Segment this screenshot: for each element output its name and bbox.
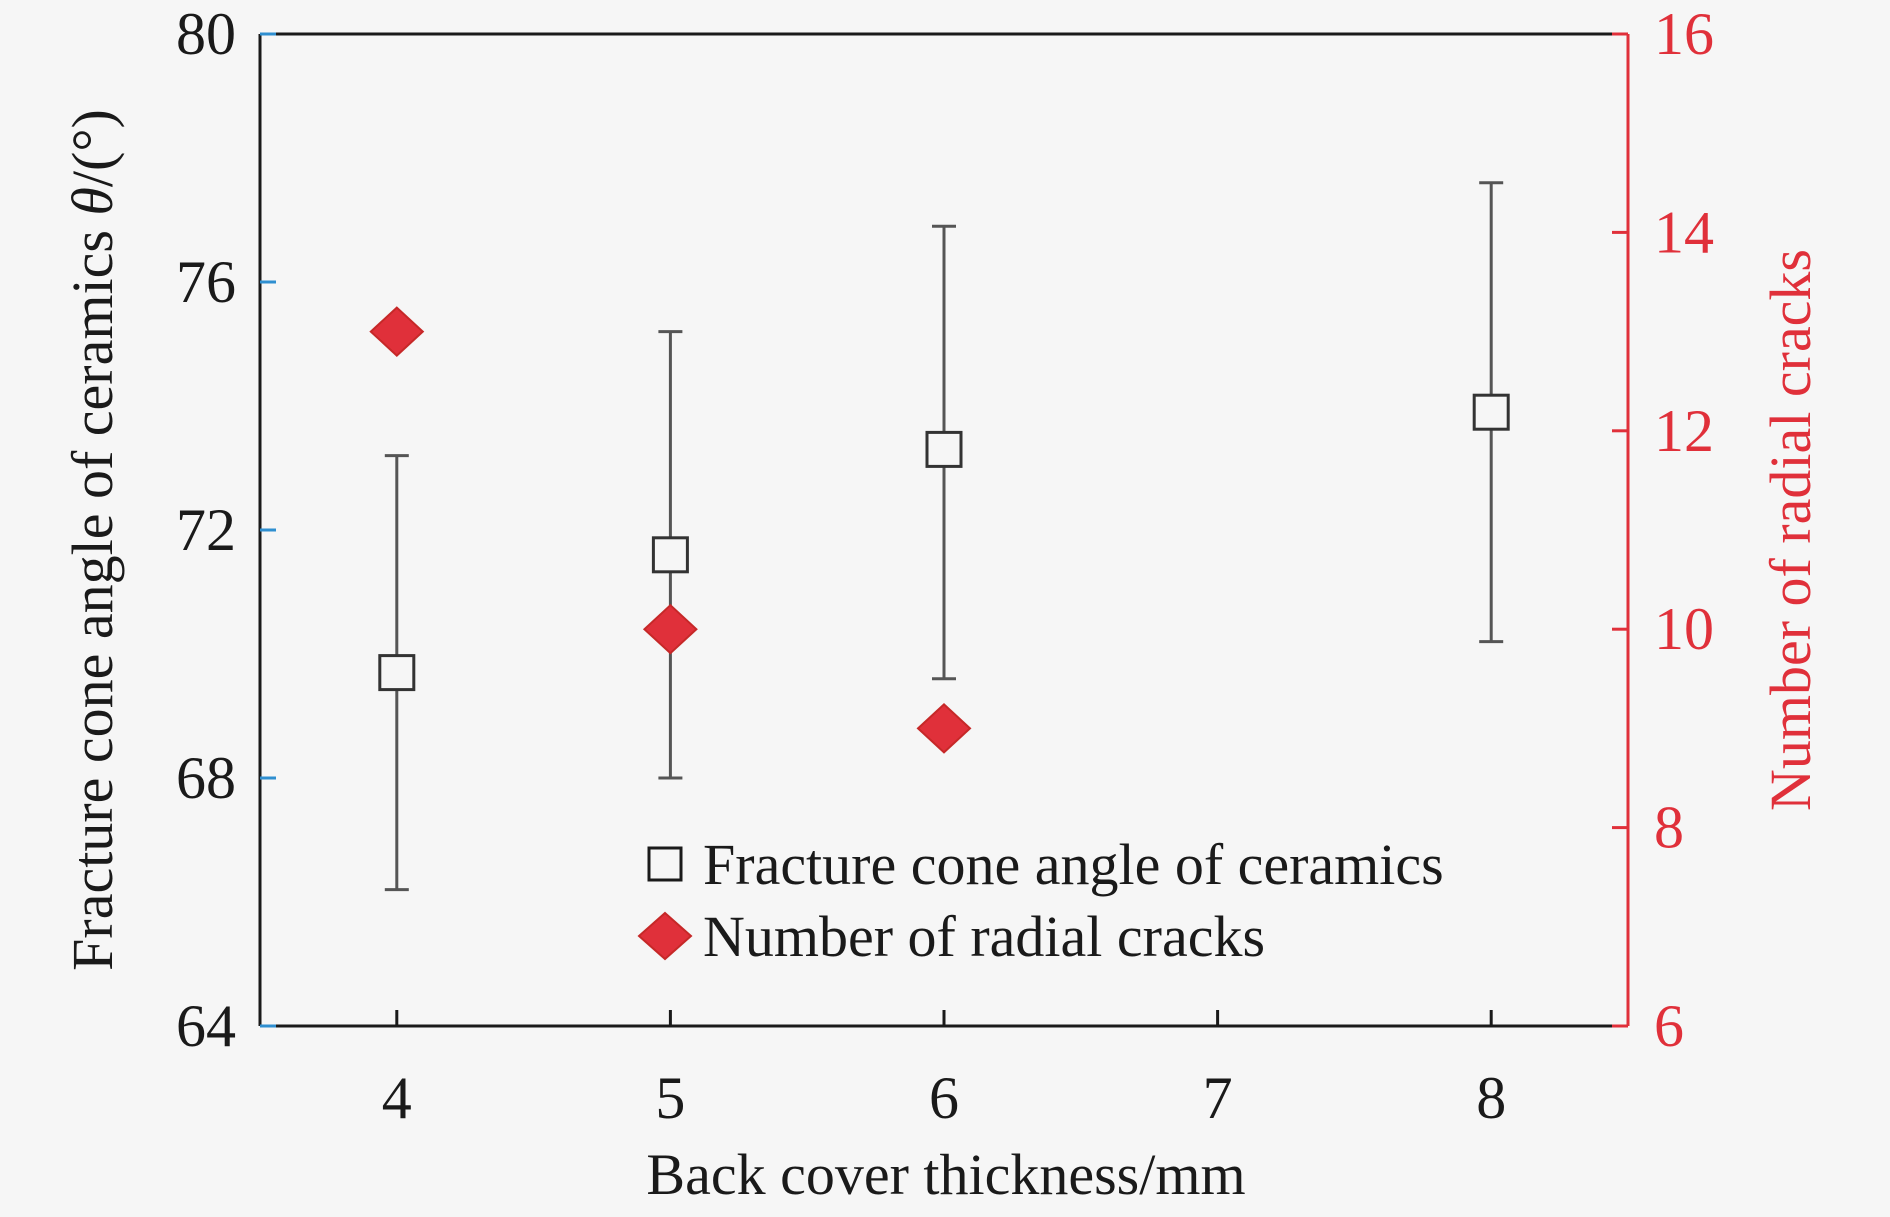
y-axis-left-title-main: Fracture cone angle of ceramics xyxy=(60,216,125,971)
cracks-point-2 xyxy=(916,703,972,754)
legend-label-angle: Fracture cone angle of ceramics xyxy=(703,832,1444,897)
y-left-tick-label-68: 68 xyxy=(176,745,236,811)
legend-label-cracks: Number of radial cracks xyxy=(703,904,1265,969)
angle-point-0 xyxy=(378,654,416,692)
y-right-tick-label-6: 6 xyxy=(1654,993,1684,1059)
y-axis-left-title-symbol: θ xyxy=(60,187,125,216)
angle-point-2 xyxy=(925,430,963,468)
x-tick-label-7: 7 xyxy=(1203,1065,1233,1131)
angle-point-1 xyxy=(651,536,689,574)
legend-marker-open-square xyxy=(647,846,683,882)
x-tick-label-4: 4 xyxy=(382,1065,412,1131)
y-left-tick-label-64: 64 xyxy=(176,993,236,1059)
y-axis-left-title-unit: /(°) xyxy=(60,109,125,187)
x-tick-label-5: 5 xyxy=(655,1065,685,1131)
y-right-tick-label-16: 16 xyxy=(1654,1,1714,67)
cracks-point-1 xyxy=(642,603,698,655)
legend-marker-diamond xyxy=(637,911,693,961)
x-axis-title: Back cover thickness/mm xyxy=(646,1142,1245,1207)
y-left-tick-label-80: 80 xyxy=(176,1,236,67)
y-left-tick-label-76: 76 xyxy=(176,249,236,315)
x-tick-label-6: 6 xyxy=(929,1065,959,1131)
y-axis-left-title: Fracture cone angle of ceramics θ/(°) xyxy=(60,109,125,971)
y-left-tick-label-72: 72 xyxy=(176,497,236,563)
y-right-tick-label-8: 8 xyxy=(1654,795,1684,861)
cracks-point-0 xyxy=(369,306,425,357)
y-right-tick-label-10: 10 xyxy=(1654,596,1714,662)
x-tick-label-8: 8 xyxy=(1476,1065,1506,1131)
legend: Fracture cone angle of ceramics Number o… xyxy=(637,832,1444,969)
angle-point-3 xyxy=(1472,393,1510,431)
y-right-tick-label-12: 12 xyxy=(1654,398,1714,464)
y-right-tick-label-14: 14 xyxy=(1654,199,1714,265)
y-axis-right-title: Number of radial cracks xyxy=(1758,249,1823,811)
